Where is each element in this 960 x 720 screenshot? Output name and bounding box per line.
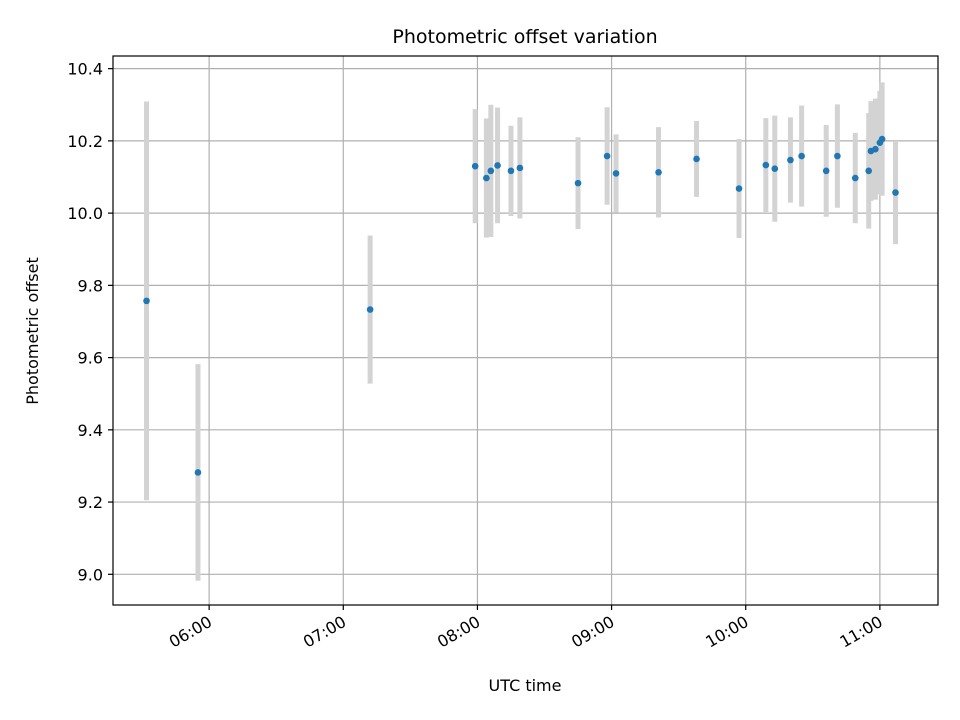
data-point xyxy=(655,169,662,176)
y-tick-label: 9.6 xyxy=(78,349,103,368)
data-points xyxy=(143,135,899,476)
data-point xyxy=(483,174,490,182)
y-axis-ticks: 9.0 9.2 9.4 9.6 9.8 10.0 10.2 10.4 xyxy=(67,60,113,584)
y-tick-label: 9.4 xyxy=(78,421,103,440)
data-point xyxy=(487,167,495,175)
data-point xyxy=(892,189,899,196)
data-point xyxy=(516,164,524,172)
chart-title: Photometric offset variation xyxy=(392,26,657,48)
y-tick-label: 9.0 xyxy=(78,565,103,584)
data-point xyxy=(865,167,872,175)
y-tick-label: 10.0 xyxy=(67,204,103,223)
data-point xyxy=(194,469,202,476)
y-tick-label: 9.2 xyxy=(78,493,103,512)
y-axis-label: Photometric offset xyxy=(23,257,42,405)
y-tick-label: 9.8 xyxy=(78,276,103,295)
data-point xyxy=(471,162,479,170)
data-point xyxy=(834,152,841,160)
data-point xyxy=(762,161,770,169)
x-axis-label: UTC time xyxy=(489,676,562,695)
data-point xyxy=(366,306,374,313)
y-tick-label: 10.2 xyxy=(67,132,103,151)
data-point xyxy=(872,145,879,153)
data-point xyxy=(798,152,805,160)
data-point xyxy=(735,185,743,192)
data-point xyxy=(612,170,620,177)
data-point xyxy=(494,162,501,169)
data-point xyxy=(143,297,150,305)
plot-area-frame xyxy=(112,55,939,606)
data-point xyxy=(771,165,779,172)
y-tick-label: 10.4 xyxy=(67,60,103,79)
data-point xyxy=(851,174,859,182)
data-point xyxy=(574,179,582,187)
data-point xyxy=(603,152,611,160)
data-point xyxy=(787,156,794,164)
data-point xyxy=(822,167,830,175)
data-point xyxy=(693,155,700,163)
data-point xyxy=(878,135,886,143)
data-point xyxy=(507,167,515,175)
